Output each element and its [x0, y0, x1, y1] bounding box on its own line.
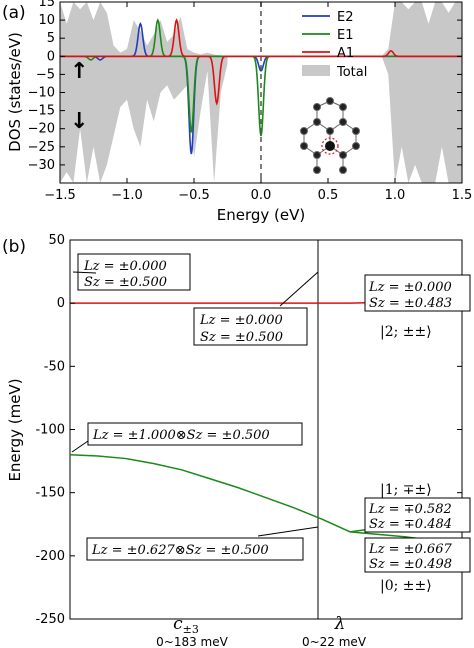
- legend-label-e2: E2: [337, 10, 354, 25]
- spin-down-arrow: ↓: [70, 109, 88, 134]
- legend-swatch-total: [302, 65, 330, 76]
- annotation-level-0: Lz = ±0.667 Sz = ±0.498: [364, 537, 471, 573]
- annotation-ground-left-line1: Lz = ±0.000: [83, 259, 167, 274]
- y-tick-label-b: 50: [48, 233, 65, 248]
- y-axis-title-a: DOS (states/eV): [6, 32, 24, 152]
- state-label-0: |0; ±±⟩: [380, 578, 432, 594]
- annotation-ground-left: Lz = ±0.000 Sz = ±0.500: [72, 253, 191, 291]
- y-tick-label-a: 10: [38, 13, 55, 28]
- annotation-excited-left-line1: Lz = ±1.000⊗Sz = ±0.500: [92, 428, 270, 443]
- x-tick-label-a: 1.5: [452, 188, 473, 203]
- annotation-ground-mid-line1: Lz = ±0.000: [199, 313, 283, 328]
- annotation-level-0-line2: Sz = ±0.498: [369, 557, 452, 572]
- axes-a: −1.5 −1.0 −0.5 0.0 0.5 1.0 1.5 −30 −25 −20 −15 −10 −…: [28, 0, 473, 203]
- annotation-level-1-line1: Lz = ∓0.582: [368, 502, 452, 517]
- legend-label-e1: E1: [337, 28, 354, 43]
- panel-b-label: (b): [2, 237, 26, 257]
- panel-b: 500-50-100-150-200-250 Energy (meV) c±3 …: [6, 233, 471, 648]
- x-tick-label-a: −1.5: [44, 188, 76, 203]
- total-dos-fill: [60, 2, 462, 183]
- y-tick-label-a: −5: [36, 67, 55, 82]
- panel-a-label: (a): [2, 3, 26, 23]
- legend-label-total: Total: [336, 65, 367, 80]
- legend: E2 E1 A1 Total: [302, 10, 367, 80]
- annotation-ground-right: Lz = ±0.000 Sz = ±0.483: [364, 274, 471, 312]
- y-tick-label-a: −30: [28, 158, 55, 173]
- y-axis-title-b: Energy (meV): [6, 378, 24, 481]
- y-tick-label-b: -200: [35, 549, 65, 564]
- state-label-2: |2; ±±⟩: [380, 324, 432, 340]
- y-tick-label-a: −20: [28, 122, 55, 137]
- annotation-level-1: Lz = ∓0.582 Sz = ∓0.484: [364, 497, 471, 533]
- lattice-inset: [300, 97, 360, 174]
- y-tick-label-a: −25: [28, 140, 55, 155]
- y-tick-label-a: −15: [28, 104, 55, 119]
- x-axis-title-a: Energy (eV): [217, 206, 305, 224]
- x-tick-label-a: 0.5: [318, 188, 339, 203]
- legend-label-a1: A1: [337, 46, 354, 61]
- y-tick-label-b: -50: [44, 359, 65, 374]
- annotation-crossing-line1: Lz = ±0.627⊗Sz = ±0.500: [91, 543, 269, 558]
- section-range-lambda: 0~22 meV: [302, 635, 367, 648]
- state-label-1: |1; ∓±⟩: [380, 482, 432, 498]
- axes-b: 50 0 -50 -100 -150 -200 -250: [35, 233, 462, 627]
- y-tick-label-b: -250: [35, 612, 65, 627]
- annotation-ground-left-line2: Sz = ±0.500: [84, 275, 167, 290]
- y-tick-label-a: −10: [28, 86, 55, 101]
- section-range-c3: 0~183 meV: [156, 635, 228, 648]
- spin-up-arrow: ↑: [70, 59, 88, 84]
- impurity-site-marker: [321, 137, 339, 155]
- y-tick-label-b: -150: [35, 486, 65, 501]
- annotation-excited-left: Lz = ±1.000⊗Sz = ±0.500: [71, 422, 303, 453]
- y-tick-label-a: 15: [38, 0, 55, 10]
- total-dos-area: [60, 2, 462, 183]
- annotation-ground-right-line1: Lz = ±0.000: [368, 280, 452, 295]
- section-label-c3: c±3: [173, 614, 199, 636]
- panel-a: −1.5 −1.0 −0.5 0.0 0.5 1.0 1.5 −30 −25 −20 −15 −10 −…: [6, 0, 472, 224]
- annotation-ground-mid-line2: Sz = ±0.500: [200, 330, 283, 345]
- x-tick-label-a: 1.0: [385, 188, 406, 203]
- x-tick-label-a: −1.0: [111, 188, 143, 203]
- annotation-ground-right-line2: Sz = ±0.483: [369, 296, 452, 311]
- annotation-ground-mid: Lz = ±0.000 Sz = ±0.500: [193, 271, 319, 346]
- annotation-crossing: Lz = ±0.627⊗Sz = ±0.500: [86, 526, 319, 561]
- x-tick-label-a: −0.5: [178, 188, 210, 203]
- y-tick-label-b: -100: [35, 423, 65, 438]
- x-tick-label-a: 0.0: [251, 188, 272, 203]
- y-tick-label-a: 5: [47, 31, 55, 46]
- annotation-level-1-line2: Sz = ∓0.484: [369, 517, 452, 532]
- y-tick-label-a: 0: [47, 49, 55, 64]
- section-label-lambda: λ: [334, 614, 346, 634]
- annotation-level-0-line1: Lz = ±0.667: [368, 542, 452, 557]
- y-tick-label-b: 0: [57, 296, 65, 311]
